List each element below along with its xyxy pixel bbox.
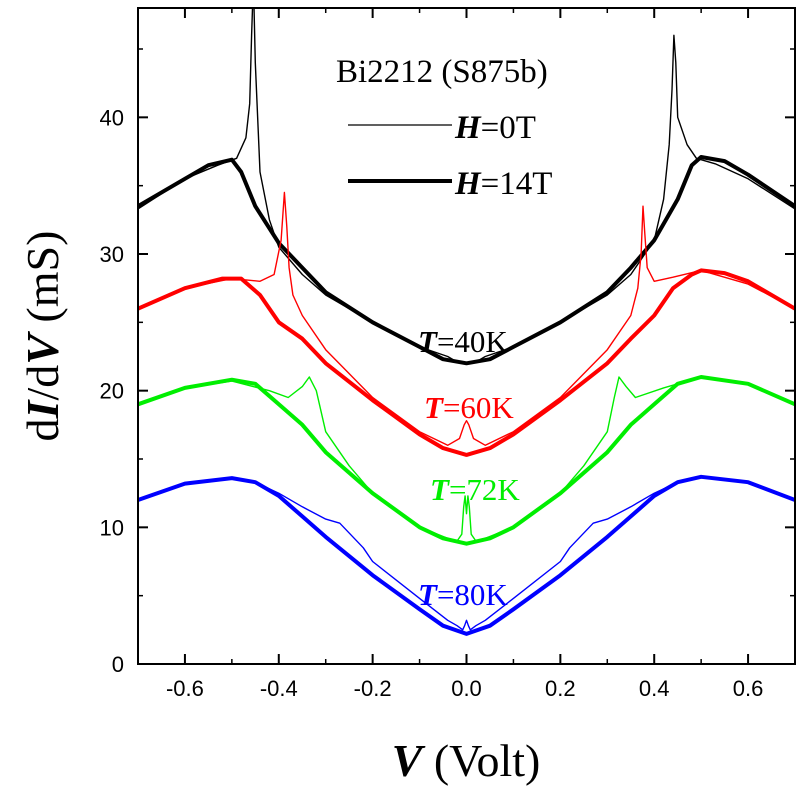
y-axis-label: dI/dV (mS) bbox=[17, 231, 68, 442]
x-tick-label: 0.2 bbox=[545, 676, 576, 701]
curve-t-40k-h0t bbox=[138, 8, 795, 364]
curve-t-72k-h14t bbox=[138, 375, 795, 546]
curve-t-80k-h0t bbox=[138, 476, 795, 631]
y-tick-label: 20 bbox=[100, 379, 124, 404]
annotation-t40k: T=40K bbox=[418, 324, 508, 359]
legend: H=0T H=14T bbox=[348, 110, 552, 202]
x-tick-label: 0.4 bbox=[639, 676, 670, 701]
x-tick-label: -0.2 bbox=[354, 676, 392, 701]
annotation-t60k: T=60K bbox=[424, 390, 514, 425]
curve-t-80k-h14t bbox=[138, 474, 795, 636]
x-tick-label: 0.0 bbox=[451, 676, 482, 701]
y-tick-label: 0 bbox=[112, 652, 124, 677]
curve-t-72k-h0t bbox=[138, 376, 795, 542]
ticks-layer: -0.6 -0.4 -0.2 0.0 0.2 0.4 0.6 0 10 20 30 40 bbox=[100, 8, 796, 701]
y-tick-label: 40 bbox=[100, 105, 124, 130]
y-tick-label: 10 bbox=[100, 515, 124, 540]
annotation-t72k: T=72K bbox=[430, 472, 520, 507]
curves-layer bbox=[138, 8, 795, 636]
x-tick-label: 0.6 bbox=[733, 676, 764, 701]
curve-t-60k-h0t bbox=[138, 191, 795, 446]
x-tick-label: -0.6 bbox=[166, 676, 204, 701]
legend-label-h14t: H=14T bbox=[454, 166, 552, 202]
x-axis-label: V (Volt) bbox=[392, 735, 541, 786]
curve-t-60k-h14t bbox=[138, 268, 795, 457]
chart-title: Bi2212 (S875b) bbox=[336, 54, 548, 90]
y-tick-label: 30 bbox=[100, 242, 124, 267]
x-tick-label: -0.4 bbox=[260, 676, 298, 701]
annotation-t80k: T=80K bbox=[418, 577, 508, 612]
legend-label-h0t: H=0T bbox=[454, 110, 536, 146]
